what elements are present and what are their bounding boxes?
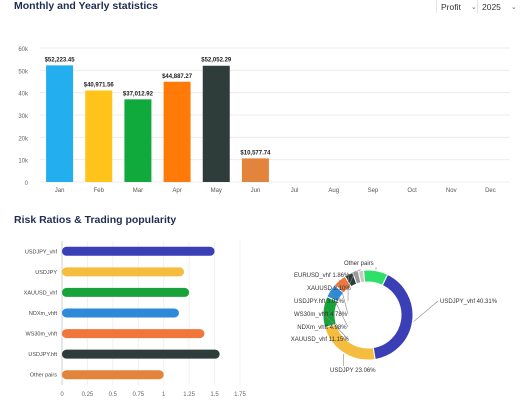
- slice-label: Other pairs: [344, 261, 374, 267]
- leader-line: [338, 279, 349, 315]
- slice-label: XAUUSD 2.10%: [307, 286, 351, 292]
- x-tick-label: Oct: [407, 188, 417, 194]
- y-tick-label: 0: [25, 181, 29, 187]
- x-tick-label: Mar: [133, 188, 143, 194]
- y-tick-label: XAUUSD_vhf: [24, 290, 58, 296]
- data-label: $52,223.45: [45, 57, 76, 63]
- chevron-down-icon: ⌄: [510, 3, 517, 11]
- x-tick-label: 1.25: [183, 392, 195, 398]
- slice-label: USDJPY.hft 3.01%: [294, 299, 345, 305]
- y-tick-label: 10k: [18, 159, 29, 165]
- bar: [62, 308, 179, 318]
- data-label: $10,577.74: [240, 150, 271, 156]
- y-tick-label: 40k: [18, 92, 29, 98]
- donut-slice: [362, 269, 389, 286]
- bar: [124, 99, 152, 182]
- donut-slice: [372, 273, 414, 361]
- slice-label: USDJPY 23.06%: [330, 368, 376, 374]
- x-tick-label: 0: [60, 392, 64, 398]
- x-tick-label: Nov: [446, 188, 457, 194]
- leader-line: [347, 270, 356, 289]
- metric-select[interactable]: Profit ⌄: [436, 0, 481, 13]
- risk-ratio-bar-chart: 0 0.25 0.5 0.75 1 1.25 1.5 1.75 USDJPY_vhf USDJPY…: [24, 241, 246, 398]
- bar: [202, 65, 230, 182]
- x-tick-label: Feb: [94, 188, 105, 194]
- x-tick-label: 0.75: [132, 392, 144, 398]
- bar: [62, 287, 190, 297]
- bar: [46, 65, 74, 182]
- x-tick-label: Dec: [485, 188, 496, 194]
- x-tick-label: May: [211, 188, 222, 194]
- bar: [62, 329, 205, 339]
- chevron-down-icon: ⌄: [470, 3, 477, 11]
- slice-label: WS30m_vhft 4.78%: [294, 312, 348, 318]
- slice-label: EURUSD_vhf 1.86%: [294, 273, 350, 279]
- leader-line: [347, 269, 361, 276]
- y-tick-label: 30k: [18, 114, 29, 120]
- y-tick-label: NDXm_vhft: [29, 311, 58, 317]
- data-label: $37,012.92: [123, 91, 154, 97]
- bar: [62, 349, 220, 359]
- x-tick-label: 0.25: [82, 392, 94, 398]
- slice-label: NDXm_vhft 4.98%: [297, 325, 347, 331]
- y-tick-label: 20k: [18, 136, 29, 142]
- data-label: $40,971.56: [84, 82, 115, 88]
- x-tick-label: 0.5: [109, 392, 118, 398]
- y-tick-label: USDJPY: [35, 270, 57, 276]
- y-tick-label: Other pairs: [30, 373, 57, 379]
- trading-popularity-donut-chart: USDJPY_vhf 40.31% USDJPY 23.06% XAUUSD_vhf…: [291, 261, 498, 374]
- bar: [85, 90, 113, 182]
- x-tick-label: 1.75: [234, 392, 246, 398]
- bar: [62, 267, 185, 277]
- data-label: $44,887.27: [162, 74, 193, 80]
- page-title: Monthly and Yearly statistics: [14, 0, 158, 12]
- x-tick-label: 1.5: [210, 392, 219, 398]
- x-tick-label: Sep: [368, 188, 379, 194]
- bar: [62, 246, 215, 256]
- slice-label: XAUUSD_vhf 11.15%: [291, 337, 350, 343]
- y-tick-label: USDJPY.hft: [28, 352, 57, 358]
- section-title-risk: Risk Ratios & Trading popularity: [14, 214, 177, 226]
- y-tick-label: USDJPY_vhf: [25, 249, 58, 255]
- data-label: $52,052.29: [201, 58, 232, 64]
- leader-line: [413, 300, 439, 322]
- x-tick-label: Jun: [251, 188, 261, 194]
- x-tick-label: Jan: [55, 188, 65, 194]
- x-tick-label: Jul: [291, 188, 299, 194]
- year-select[interactable]: 2025 ⌄: [477, 0, 521, 13]
- year-select-value: 2025: [482, 1, 501, 12]
- x-tick-label: Apr: [172, 188, 181, 194]
- y-tick-label: WS30m_vhft: [26, 332, 58, 338]
- x-tick-label: 1: [162, 392, 166, 398]
- bar: [62, 370, 164, 380]
- slice-label: USDJPY_vhf 40.31%: [440, 299, 498, 305]
- y-tick-label: 50k: [18, 69, 29, 75]
- x-tick-label: Aug: [328, 188, 339, 194]
- bar: [163, 81, 191, 182]
- monthly-bar-chart: 0 10k 20k 30k 40k 50k 60k Jan $52,223.45 Feb $40,9…: [18, 47, 510, 194]
- leader-line: [321, 311, 349, 340]
- y-tick-label: 60k: [18, 47, 29, 53]
- bar: [241, 158, 269, 182]
- metric-select-value: Profit: [441, 1, 461, 12]
- leader-line: [329, 289, 349, 328]
